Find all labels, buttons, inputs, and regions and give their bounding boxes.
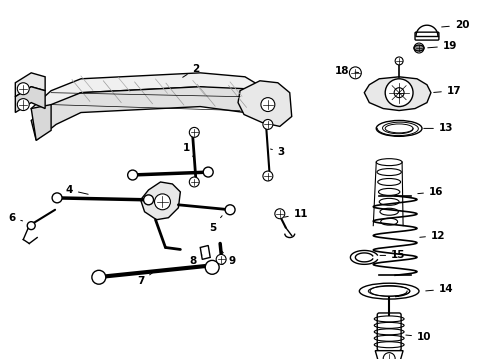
- Circle shape: [261, 98, 274, 112]
- Circle shape: [274, 209, 284, 219]
- Circle shape: [189, 127, 199, 137]
- Text: 7: 7: [137, 273, 152, 286]
- Ellipse shape: [376, 168, 401, 176]
- Circle shape: [349, 67, 361, 79]
- Circle shape: [216, 255, 225, 264]
- Circle shape: [385, 79, 412, 107]
- Circle shape: [27, 222, 35, 230]
- Ellipse shape: [359, 283, 418, 299]
- Text: 4: 4: [65, 185, 88, 195]
- Circle shape: [52, 193, 62, 203]
- Text: 12: 12: [419, 230, 445, 240]
- Circle shape: [203, 167, 213, 177]
- Polygon shape: [415, 25, 437, 36]
- Ellipse shape: [377, 179, 400, 185]
- Circle shape: [143, 195, 153, 205]
- Ellipse shape: [413, 45, 423, 51]
- Ellipse shape: [367, 286, 409, 296]
- Polygon shape: [238, 81, 291, 126]
- Polygon shape: [15, 73, 45, 96]
- Polygon shape: [364, 77, 430, 111]
- Ellipse shape: [385, 124, 412, 133]
- Circle shape: [383, 353, 394, 360]
- Text: 3: 3: [270, 147, 285, 157]
- Ellipse shape: [375, 121, 421, 136]
- Text: 13: 13: [423, 123, 452, 134]
- Polygon shape: [31, 105, 51, 140]
- Text: 10: 10: [405, 332, 430, 342]
- Text: 19: 19: [427, 41, 456, 51]
- Polygon shape: [31, 73, 264, 121]
- Polygon shape: [15, 87, 45, 113]
- Text: 6: 6: [8, 213, 22, 223]
- Text: 15: 15: [379, 251, 405, 260]
- Text: 20: 20: [441, 20, 468, 30]
- Circle shape: [17, 83, 29, 95]
- Text: 16: 16: [417, 187, 443, 197]
- Polygon shape: [31, 87, 264, 140]
- Ellipse shape: [375, 159, 401, 166]
- Circle shape: [17, 99, 29, 111]
- Polygon shape: [141, 182, 180, 220]
- Ellipse shape: [379, 208, 398, 215]
- Text: 9: 9: [222, 251, 235, 266]
- Text: 17: 17: [433, 86, 461, 96]
- Text: 11: 11: [284, 209, 307, 219]
- Text: 18: 18: [334, 66, 358, 76]
- Ellipse shape: [380, 218, 397, 225]
- Circle shape: [393, 88, 403, 98]
- Circle shape: [413, 43, 423, 53]
- Circle shape: [263, 171, 272, 181]
- Circle shape: [224, 205, 235, 215]
- Ellipse shape: [378, 188, 399, 195]
- Circle shape: [92, 270, 105, 284]
- Text: 1: 1: [183, 143, 194, 158]
- Circle shape: [127, 170, 137, 180]
- Ellipse shape: [379, 198, 398, 205]
- Circle shape: [189, 177, 199, 187]
- Text: 5: 5: [208, 216, 222, 233]
- Circle shape: [394, 57, 402, 65]
- Circle shape: [263, 120, 272, 129]
- Text: 14: 14: [425, 284, 452, 294]
- Circle shape: [154, 194, 170, 210]
- Text: 2: 2: [183, 64, 199, 77]
- Circle shape: [205, 260, 219, 274]
- Polygon shape: [374, 351, 402, 360]
- FancyBboxPatch shape: [414, 32, 438, 40]
- Text: 8: 8: [189, 255, 202, 266]
- Polygon shape: [200, 246, 210, 260]
- FancyBboxPatch shape: [376, 313, 400, 351]
